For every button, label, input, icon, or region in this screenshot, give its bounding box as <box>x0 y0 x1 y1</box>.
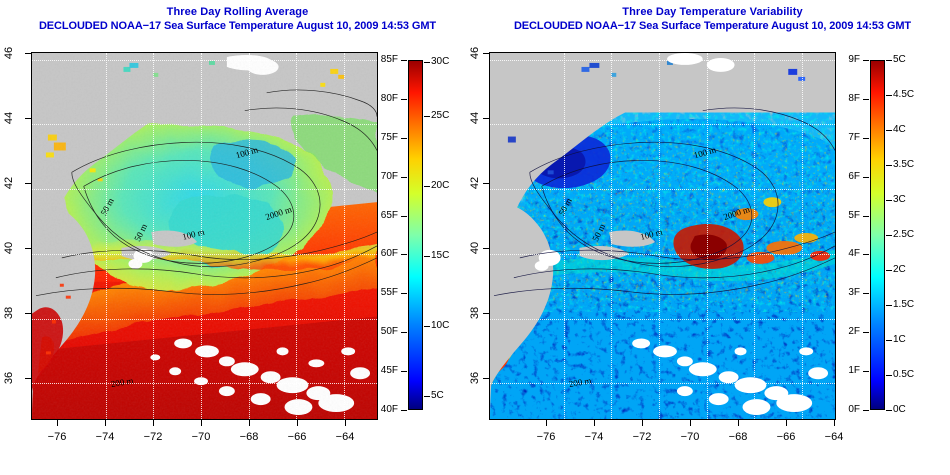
panel-temperature-variability: Three Day Temperature Variability DECLOU… <box>469 0 950 475</box>
map-temperature-variability: 50 m 50 m 100 m 100 m 2000 m 200 m <box>489 52 836 420</box>
map-rolling-average: 50 m 50 m 100 m 200 m 100 m 2000 m <box>31 52 378 420</box>
colorbar-f-label: 3F <box>848 287 860 298</box>
colorbar-c-label: 4C <box>893 124 906 135</box>
colorbar-f-label: 55F <box>380 287 398 298</box>
contour-label-200m: 200 m <box>110 375 134 389</box>
x-tick-label: −70 <box>191 431 211 443</box>
colorbar-c-label: 1C <box>893 334 906 345</box>
colorbar-f-label: 0F <box>848 404 860 415</box>
colorbar-f-label: 8F <box>848 93 860 104</box>
colorbar-f-label: 70F <box>380 171 398 182</box>
y-tick-label: 44 <box>3 111 15 125</box>
y-tick-label: 42 <box>3 176 15 190</box>
colorbar-c-label: 25C <box>431 110 450 121</box>
colorbar-c-label: 15C <box>431 250 450 261</box>
colorbar-f-label: 45F <box>380 365 398 376</box>
sst-field: 50 m 50 m 100 m 200 m 100 m 2000 m <box>32 53 377 419</box>
x-tick-label: −72 <box>143 431 163 443</box>
x-tick-label: −74 <box>584 431 604 443</box>
x-tick-label: −70 <box>680 431 700 443</box>
x-tick-label: −74 <box>95 431 115 443</box>
colorbar-f-label: 7F <box>848 132 860 143</box>
panel-right-titles: Three Day Temperature Variability DECLOU… <box>475 5 950 33</box>
colorbar-f-label: 9F <box>848 54 860 65</box>
colorbar-c-label: 3.5C <box>893 159 915 170</box>
contour-label-200m: 200 m <box>568 375 592 389</box>
colorbar-f-label: 85F <box>380 54 398 65</box>
colorbar-c-label: 20C <box>431 180 450 191</box>
panel-right-title: Three Day Temperature Variability <box>622 6 803 18</box>
colorbar-f-label: 65F <box>380 210 398 221</box>
x-tick-label: −64 <box>824 431 844 443</box>
colorbar-f-label: 50F <box>380 326 398 337</box>
colorbar-c-label: 2.5C <box>893 229 915 240</box>
colorbar-f-label: 6F <box>848 171 860 182</box>
x-tick-label: −72 <box>632 431 652 443</box>
colorbar-c-label: 5C <box>431 390 444 401</box>
colorbar-c-label: 0.5C <box>893 369 915 380</box>
x-tick-label: −68 <box>728 431 748 443</box>
colorbar-f-label: 4F <box>848 248 860 259</box>
y-tick-label: 46 <box>3 46 15 60</box>
colorbar-f-label: 80F <box>380 93 398 104</box>
colorbar-f-label: 75F <box>380 132 398 143</box>
y-tick-label: 38 <box>469 306 481 320</box>
y-tick-label: 38 <box>3 306 15 320</box>
colorbar-f-label: 5F <box>848 210 860 221</box>
colorbar-c-label: 30C <box>431 56 450 67</box>
y-tick-label: 36 <box>469 371 481 385</box>
colorbar-f-label: 2F <box>848 326 860 337</box>
panel-rolling-average: Three Day Rolling Average DECLOUDED NOAA… <box>0 5 475 443</box>
colorbar-f-label: 60F <box>380 248 398 259</box>
x-tick-label: −76 <box>536 431 556 443</box>
x-tick-label: −66 <box>287 431 307 443</box>
x-tick-label: −66 <box>776 431 796 443</box>
y-tick-label: 46 <box>469 46 481 60</box>
colorbar-f-label: 40F <box>380 404 398 415</box>
colorbar-c-label: 2C <box>893 264 906 275</box>
panel-left-subtitle: DECLOUDED NOAA−17 Sea Surface Temperatur… <box>38 20 437 32</box>
panel-left-title: Three Day Rolling Average <box>166 6 309 18</box>
panel-right-subtitle: DECLOUDED NOAA−17 Sea Surface Temperatur… <box>513 20 912 32</box>
y-tick-label: 40 <box>469 241 481 255</box>
colorbar-c-label: 10C <box>431 320 450 331</box>
colorbar-c-label: 1.5C <box>893 299 915 310</box>
colorbar-c-label: 4.5C <box>893 89 915 100</box>
y-tick-label: 36 <box>3 371 15 385</box>
y-tick-label: 40 <box>3 241 15 255</box>
colorbar-f-label: 1F <box>848 365 860 376</box>
colorbar-gradient-sst <box>408 60 423 410</box>
x-tick-label: −76 <box>47 431 67 443</box>
colorbar-c-label: 3C <box>893 194 906 205</box>
panel-left-titles: Three Day Rolling Average DECLOUDED NOAA… <box>0 5 475 33</box>
colorbar-c-label: 5C <box>893 54 906 65</box>
colorbar-gradient-variability <box>870 60 885 410</box>
y-tick-label: 42 <box>469 176 481 190</box>
variability-field: 50 m 50 m 100 m 100 m 2000 m 200 m <box>490 53 835 419</box>
y-tick-label: 44 <box>469 111 481 125</box>
x-tick-label: −64 <box>335 431 355 443</box>
colorbar-c-label: 0C <box>893 404 906 415</box>
x-tick-label: −68 <box>239 431 259 443</box>
